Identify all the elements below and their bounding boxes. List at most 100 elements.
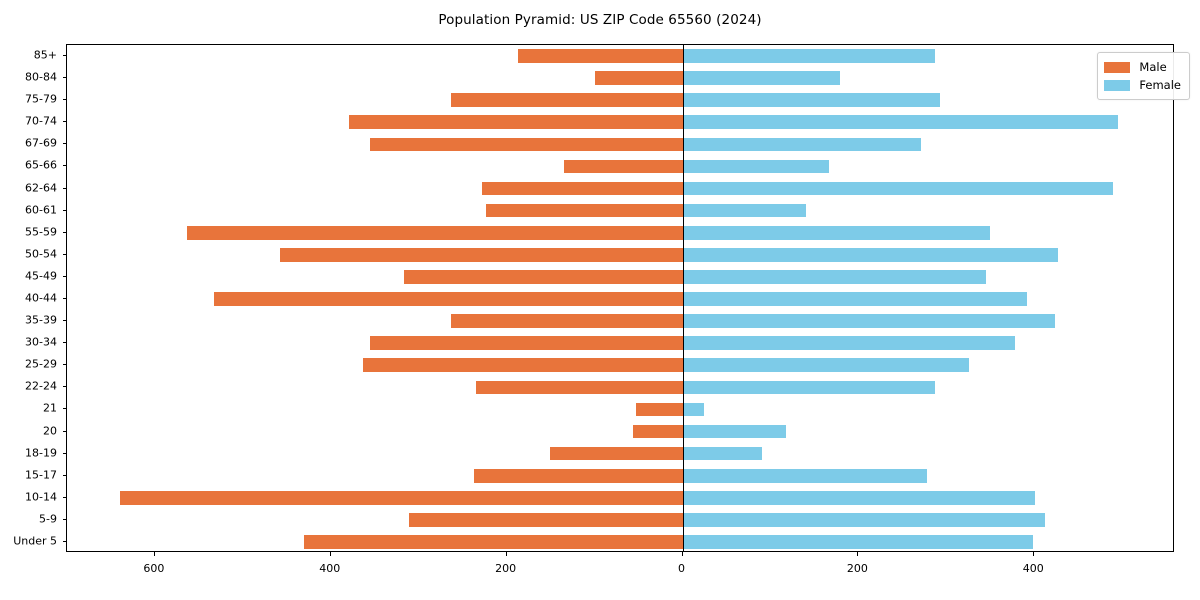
legend-entry-female[interactable]: Female xyxy=(1104,76,1181,94)
bar-male-25-29 xyxy=(363,358,683,373)
bar-female-15-17 xyxy=(682,468,927,483)
y-tick-mark xyxy=(62,209,66,211)
bar-male-21 xyxy=(635,402,683,417)
y-tick-label: 60-61 xyxy=(25,203,57,217)
bar-male-40-44 xyxy=(213,292,683,306)
bar-male-60-61 xyxy=(485,203,683,218)
bar-male-under-5 xyxy=(304,535,683,549)
bar-male-70-74 xyxy=(349,115,683,130)
bar-female-75-79 xyxy=(682,93,941,108)
bar-male-35-39 xyxy=(451,314,683,328)
y-tick-mark xyxy=(62,121,66,123)
y-tick-mark xyxy=(62,55,66,57)
bar-male-20 xyxy=(633,424,683,439)
x-tick-label: 0 xyxy=(678,562,686,575)
bar-male-67-69 xyxy=(370,137,683,152)
y-tick-mark xyxy=(62,474,66,476)
bar-male-62-64 xyxy=(482,181,683,196)
y-tick-mark xyxy=(62,430,66,432)
y-tick-label: 80-84 xyxy=(25,70,57,84)
bar-row xyxy=(67,137,1173,152)
bar-male-65-66 xyxy=(563,159,683,174)
bar-female-65-66 xyxy=(682,159,829,174)
bar-female-50-54 xyxy=(682,247,1059,262)
legend-swatch-female xyxy=(1104,79,1131,91)
bar-female-under-5 xyxy=(682,535,1033,549)
bar-row xyxy=(67,181,1173,196)
bar-row xyxy=(67,446,1173,461)
bar-row xyxy=(67,71,1173,85)
bar-female-55-59 xyxy=(682,225,991,240)
bar-row xyxy=(67,49,1173,63)
y-tick-label: 67-69 xyxy=(25,136,57,150)
bar-female-67-69 xyxy=(682,137,921,152)
bar-female-30-34 xyxy=(682,336,1015,350)
bar-male-85- xyxy=(518,49,683,63)
bar-row xyxy=(67,424,1173,439)
x-tick-mark xyxy=(681,552,683,556)
bar-row xyxy=(67,270,1173,284)
bar-male-10-14 xyxy=(119,490,683,505)
zero-axis-line xyxy=(682,45,684,551)
bars-layer xyxy=(67,45,1173,551)
bar-female-45-49 xyxy=(682,270,986,284)
y-tick-label: 22-24 xyxy=(25,379,57,393)
bar-row xyxy=(67,380,1173,395)
legend-swatch-male xyxy=(1104,61,1131,73)
x-axis: 600 400 200 0 200 400 xyxy=(66,552,1174,592)
bar-female-20 xyxy=(682,424,787,439)
y-tick-mark xyxy=(62,540,66,542)
x-tick-mark xyxy=(153,552,155,556)
bar-male-55-59 xyxy=(186,225,683,240)
x-tick-label: 200 xyxy=(495,562,517,575)
bar-row xyxy=(67,336,1173,350)
y-tick-mark xyxy=(62,99,66,101)
bar-female-62-64 xyxy=(682,181,1114,196)
y-tick-label: 5-9 xyxy=(39,512,57,526)
y-tick-label: 85+ xyxy=(33,48,57,62)
y-axis: 85+ 80-84 75-79 70-74 67-69 65-66 62-64 60-61 55… xyxy=(0,44,66,552)
legend-entry-male[interactable]: Male xyxy=(1104,58,1181,76)
bar-row xyxy=(67,468,1173,483)
bar-female-18-19 xyxy=(682,446,762,461)
bar-female-25-29 xyxy=(682,358,970,373)
bar-female-21 xyxy=(682,402,704,417)
bar-male-18-19 xyxy=(549,446,683,461)
y-tick-label: 75-79 xyxy=(25,92,57,106)
y-tick-mark xyxy=(62,518,66,520)
y-tick-mark xyxy=(62,77,66,79)
legend-label: Male xyxy=(1139,60,1167,74)
bar-female-60-61 xyxy=(682,203,806,218)
bar-male-45-49 xyxy=(403,270,683,284)
y-tick-mark xyxy=(62,187,66,189)
bar-male-50-54 xyxy=(279,247,683,262)
y-tick-label: 18-19 xyxy=(25,446,57,460)
bar-row xyxy=(67,314,1173,328)
bar-row xyxy=(67,535,1173,549)
y-tick-label: 25-29 xyxy=(25,357,57,371)
x-tick-mark xyxy=(329,552,331,556)
bar-row xyxy=(67,93,1173,108)
bar-female-80-84 xyxy=(682,71,840,85)
plot-area xyxy=(66,44,1174,552)
bar-row xyxy=(67,490,1173,505)
y-tick-mark xyxy=(62,364,66,366)
y-tick-label: 65-66 xyxy=(25,158,57,172)
y-tick-mark xyxy=(62,298,66,299)
y-tick-label: 15-17 xyxy=(25,468,57,482)
bar-row xyxy=(67,513,1173,527)
bar-male-30-34 xyxy=(370,336,683,350)
x-tick-label: 600 xyxy=(143,562,165,575)
bar-female-40-44 xyxy=(682,292,1028,306)
bar-male-75-79 xyxy=(451,93,683,108)
chart-legend: Male Female xyxy=(1097,52,1190,100)
bar-female-35-39 xyxy=(682,314,1056,328)
y-tick-mark xyxy=(62,452,66,454)
x-tick-mark xyxy=(505,552,507,556)
y-tick-label: 21 xyxy=(43,401,57,415)
bar-male-15-17 xyxy=(474,468,683,483)
y-tick-mark xyxy=(62,231,66,233)
bar-male-80-84 xyxy=(594,71,683,85)
y-tick-label: 35-39 xyxy=(25,313,57,327)
